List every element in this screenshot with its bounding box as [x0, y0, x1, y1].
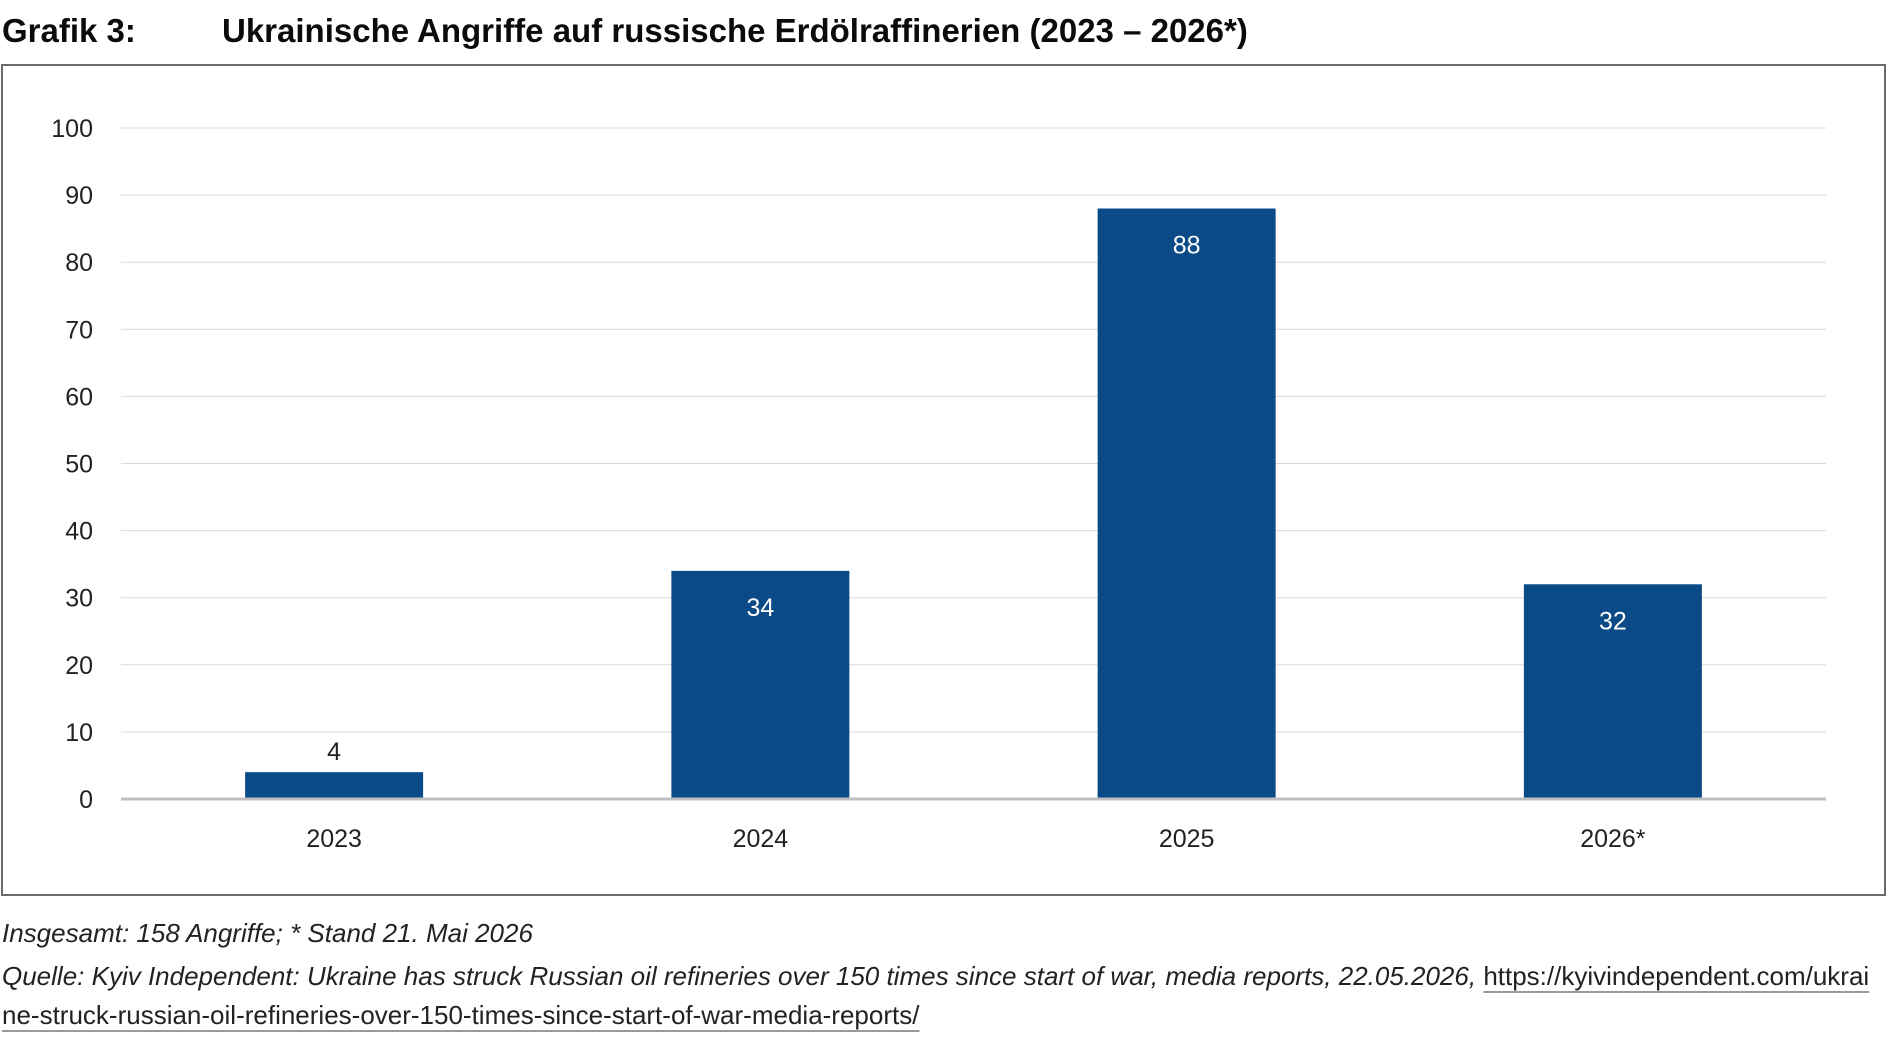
y-tick-label: 80	[65, 249, 93, 277]
y-tick-label: 60	[65, 383, 93, 411]
bar	[671, 570, 850, 799]
y-tick-label: 90	[65, 182, 93, 210]
x-tick-label: 2025	[1159, 825, 1215, 853]
y-tick-label: 20	[65, 652, 93, 680]
data-label: 88	[1173, 232, 1201, 260]
bar	[1523, 584, 1702, 799]
figure-label: Grafik 3:	[2, 12, 136, 49]
source-citation: Quelle: Kyiv Independent: Ukraine has st…	[2, 957, 1882, 1035]
data-label: 32	[1599, 607, 1627, 635]
bar	[245, 772, 424, 799]
y-tick-label: 70	[65, 316, 93, 344]
chart-title: Ukrainische Angriffe auf russische Erdöl…	[222, 12, 1248, 49]
data-label: 34	[746, 594, 774, 622]
source-link[interactable]: https://kyivindependent.com/ukraine-stru…	[2, 961, 1870, 1030]
y-tick-label: 10	[65, 719, 93, 747]
y-tick-label: 100	[51, 115, 93, 143]
data-label: 4	[327, 738, 341, 766]
chart-frame: 0 10 20 30 40 50 60 70 80 90 100 4 2023 34 2024 88 2025 3…	[1, 64, 1886, 896]
y-tick-label: 40	[65, 518, 93, 546]
y-tick-label: 0	[79, 786, 93, 814]
bar	[1097, 208, 1276, 799]
bar-chart: 0 10 20 30 40 50 60 70 80 90 100 4 2023 34 2024 88 2025 3…	[51, 115, 1826, 853]
footnote: Insgesamt: 158 Angriffe; * Stand 21. Mai…	[2, 918, 533, 948]
source-text: Quelle: Kyiv Independent: Ukraine has st…	[2, 961, 1477, 991]
y-tick-label: 30	[65, 585, 93, 613]
x-tick-label: 2024	[733, 825, 789, 853]
figure-header: Grafik 3: Ukrainische Angriffe auf russi…	[0, 6, 1890, 54]
x-tick-label: 2023	[306, 825, 362, 853]
x-tick-label: 2026*	[1580, 825, 1646, 853]
y-tick-label: 50	[65, 451, 93, 479]
